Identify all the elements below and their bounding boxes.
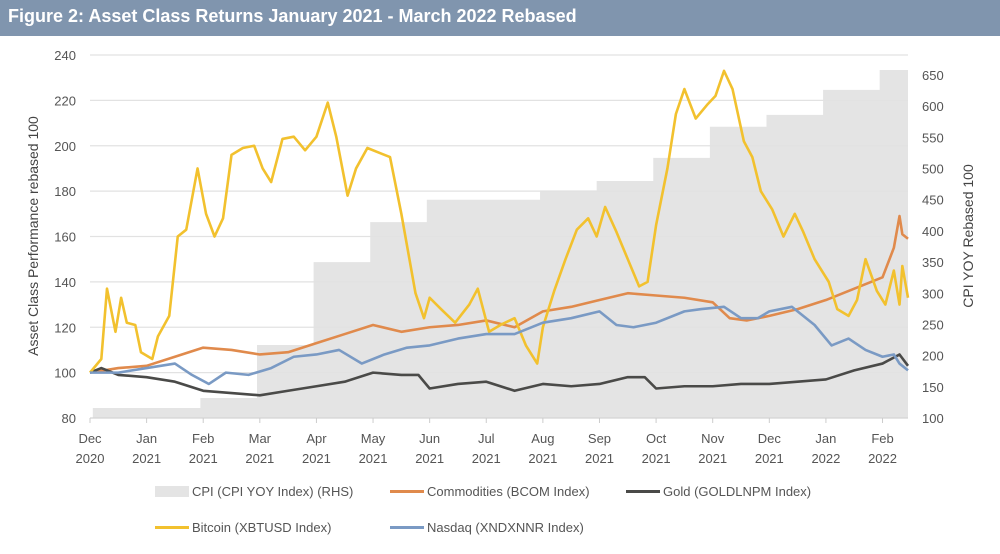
x-tick-label-month: Jan (815, 431, 836, 446)
x-tick-label-month: May (361, 431, 386, 446)
x-tick-label-month: Dec (78, 431, 102, 446)
y-tick-label: 240 (54, 48, 76, 63)
x-tick-label-month: Feb (192, 431, 214, 446)
x-tick-label-year: 2021 (132, 451, 161, 466)
x-tick-label-year: 2022 (811, 451, 840, 466)
x-tick-label-year: 2021 (245, 451, 274, 466)
y2-tick-label: 400 (922, 224, 944, 239)
y2-tick-label: 250 (922, 317, 944, 332)
y2-tick-label: 650 (922, 68, 944, 83)
legend-item-bitcoin: Bitcoin (XBTUSD Index) (155, 520, 331, 535)
x-tick-label-month: Dec (758, 431, 782, 446)
x-tick-label-year: 2021 (472, 451, 501, 466)
y-tick-label: 160 (54, 230, 76, 245)
y-tick-label: 220 (54, 93, 76, 108)
y2-axis-label: CPI YOY Rebased 100 (960, 164, 976, 308)
legend-swatch-nasdaq (390, 526, 424, 529)
legend-item-commodities: Commodities (BCOM Index) (390, 484, 590, 499)
y2-tick-label: 350 (922, 255, 944, 270)
legend-item-nasdaq: Nasdaq (XNDXNNR Index) (390, 520, 584, 535)
x-tick-label-year: 2022 (868, 451, 897, 466)
y2-tick-label: 450 (922, 193, 944, 208)
y-tick-label: 120 (54, 320, 76, 335)
x-tick-label-year: 2021 (359, 451, 388, 466)
cpi-area-layer (92, 69, 909, 419)
legend-label-gold: Gold (GOLDLNPM Index) (663, 484, 812, 499)
x-tick-label-month: Aug (531, 431, 554, 446)
x-tick-label-month: Mar (249, 431, 272, 446)
x-tick-label-month: Feb (871, 431, 893, 446)
y-axis-label: Asset Class Performance rebased 100 (25, 116, 41, 356)
y-tick-label: 100 (54, 366, 76, 381)
legend-swatch-bitcoin (155, 526, 189, 529)
y-tick-label: 140 (54, 275, 76, 290)
y2-tick-label: 300 (922, 286, 944, 301)
x-tick-label-year: 2021 (415, 451, 444, 466)
legend-label-cpi: CPI (CPI YOY Index) (RHS) (192, 484, 354, 499)
legend-swatch-commodities (390, 490, 424, 493)
y-tick-label: 180 (54, 184, 76, 199)
legend-label-bitcoin: Bitcoin (XBTUSD Index) (192, 520, 332, 535)
series-line-commodities (89, 214, 909, 374)
title-bar: Figure 2: Asset Class Returns January 20… (0, 0, 1000, 36)
chart-title: Figure 2: Asset Class Returns January 20… (8, 6, 577, 26)
legend-swatch-gold (626, 490, 660, 493)
legend-label-commodities: Commodities (BCOM Index) (427, 484, 590, 499)
y-tick-label: 80 (62, 411, 76, 426)
x-tick-label-month: Nov (701, 431, 725, 446)
y2-tick-label: 150 (922, 380, 944, 395)
x-tick-label-year: 2021 (302, 451, 331, 466)
y2-tick-label: 550 (922, 130, 944, 145)
series-line-gold (89, 353, 910, 397)
x-tick-label-year: 2020 (76, 451, 105, 466)
x-tick-label-year: 2021 (528, 451, 557, 466)
y2-tick-label: 200 (922, 349, 944, 364)
y2-tick-label: 600 (922, 99, 944, 114)
x-tick-label-year: 2021 (585, 451, 614, 466)
x-tick-label-month: Jan (136, 431, 157, 446)
legend-item-gold: Gold (GOLDLNPM Index) (626, 484, 811, 499)
x-tick-label-month: Jun (419, 431, 440, 446)
legend-label-nasdaq: Nasdaq (XNDXNNR Index) (427, 520, 584, 535)
legend-item-cpi: CPI (CPI YOY Index) (RHS) (155, 484, 353, 499)
x-tick-label-month: Sep (588, 431, 611, 446)
y2-tick-label: 100 (922, 411, 944, 426)
x-tick-label-year: 2021 (642, 451, 671, 466)
cpi-step-area (92, 69, 909, 419)
series-line-nasdaq (90, 305, 909, 386)
legend-swatch-cpi (155, 486, 189, 497)
y2-tick-label: 500 (922, 162, 944, 177)
x-tick-label-month: Apr (306, 431, 327, 446)
x-tick-label-year: 2021 (698, 451, 727, 466)
x-tick-label-year: 2021 (755, 451, 784, 466)
tick-labels: 80 100 120 140 160 180 200 220 240 100 150 200 250 30… (54, 48, 943, 466)
x-tick-label-year: 2021 (189, 451, 218, 466)
series-lines (89, 69, 910, 397)
x-tick-label-month: Jul (478, 431, 495, 446)
series-line-bitcoin (89, 69, 910, 374)
y-tick-label: 200 (54, 139, 76, 154)
x-tick-label-month: Oct (646, 431, 667, 446)
